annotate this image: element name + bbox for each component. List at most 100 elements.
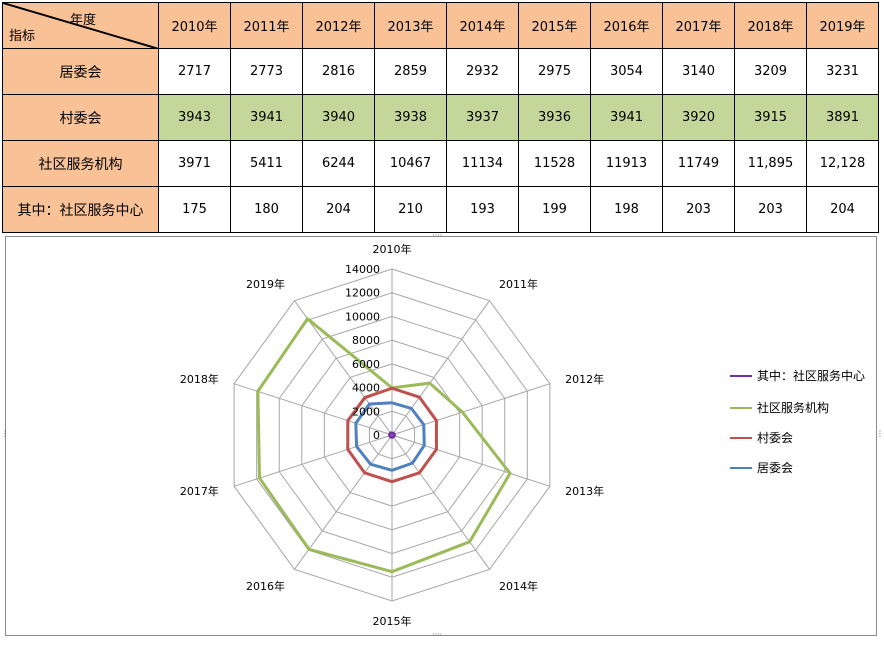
table-cell: 3936 [518, 94, 591, 141]
legend-label: 其中：社区服务中心 [757, 369, 866, 383]
table-cell: 3943 [158, 94, 231, 141]
legend-label: 村委会 [757, 431, 794, 445]
year-header: 2015年 [518, 2, 591, 49]
series-line [256, 317, 512, 574]
year-header: 2019年 [806, 2, 879, 49]
year-header: 2017年 [662, 2, 735, 49]
radar-chart-area[interactable]: 0 2000 4000 6000 8000 10000 12000 14000 2010年 201… [5, 236, 877, 636]
table-cell: 6244 [302, 140, 375, 187]
table-cell: 2975 [518, 48, 591, 95]
table-cell: 3231 [806, 48, 879, 95]
category-label: 2010年 [373, 242, 412, 256]
category-label: 2011年 [499, 277, 538, 291]
table-cell: 210 [374, 186, 447, 233]
r-tick-label: 8000 [352, 334, 380, 347]
category-label: 2016年 [246, 579, 285, 593]
legend-swatch [730, 437, 752, 439]
table-cell: 198 [590, 186, 663, 233]
table-row: 其中：社区服务中心 175 180 204 210 193 199 198 20… [2, 186, 879, 233]
table-cell: 3940 [302, 94, 375, 141]
table-cell: 11134 [446, 140, 519, 187]
year-header: 2013年 [374, 2, 447, 49]
table-cell: 10467 [374, 140, 447, 187]
table-cell: 11913 [590, 140, 663, 187]
legend-swatch [730, 375, 752, 377]
table-cell: 203 [662, 186, 735, 233]
table-cell: 3941 [590, 94, 663, 141]
table-cell: 2773 [230, 48, 303, 95]
legend-label: 社区服务机构 [757, 401, 830, 415]
table-cell: 3941 [230, 94, 303, 141]
year-header: 2010年 [158, 2, 231, 49]
year-header: 2014年 [446, 2, 519, 49]
table-cell: 11528 [518, 140, 591, 187]
series-line [354, 401, 426, 472]
table-header-row: 年度 指标 2010年 2011年 2012年 2013年 2014年 2015… [2, 2, 879, 49]
table-cell: 3938 [374, 94, 447, 141]
r-tick-label: 12000 [345, 287, 380, 300]
year-header: 2012年 [302, 2, 375, 49]
category-label: 2012年 [565, 372, 604, 386]
grid-spoke [391, 383, 551, 436]
series-line [388, 431, 396, 439]
table-cell: 11749 [662, 140, 735, 187]
table-cell: 3915 [734, 94, 807, 141]
table-cell: 180 [230, 186, 303, 233]
resize-handle-bottom[interactable]: ···· [432, 630, 443, 639]
table-cell: 193 [446, 186, 519, 233]
r-tick-label: 6000 [352, 358, 380, 371]
table-cell: 5411 [230, 140, 303, 187]
table-cell: 3937 [446, 94, 519, 141]
legend-swatch [730, 407, 752, 409]
table-cell: 3140 [662, 48, 735, 95]
table-cell: 204 [302, 186, 375, 233]
table-cell: 2932 [446, 48, 519, 95]
table-cell: 2816 [302, 48, 375, 95]
r-tick-label: 0 [373, 429, 380, 442]
table-cell: 199 [518, 186, 591, 233]
year-header: 2016年 [590, 2, 663, 49]
resize-handle-left[interactable]: ⋮ [1, 429, 9, 438]
resize-handle-right[interactable]: ⋮ [876, 429, 884, 438]
r-tick-label: 14000 [345, 263, 380, 276]
radar-chart: 0 2000 4000 6000 8000 10000 12000 14000 2010年 201… [180, 242, 604, 628]
legend-swatch [730, 467, 752, 469]
table-cell: 12,128 [806, 140, 879, 187]
table-row: 社区服务机构 3971 5411 6244 10467 11134 11528 … [2, 140, 879, 187]
table-cell: 204 [806, 186, 879, 233]
grid-spoke [294, 434, 393, 570]
row-label: 居委会 [2, 48, 159, 95]
table-cell: 3054 [590, 48, 663, 95]
grid-spoke [391, 434, 551, 487]
corner-header-cell: 年度 指标 [2, 2, 159, 49]
data-table: 年度 指标 2010年 2011年 2012年 2013年 2014年 2015… [2, 2, 879, 233]
corner-year-label: 年度 [69, 13, 96, 28]
category-label: 2015年 [373, 614, 412, 628]
row-label: 其中：社区服务中心 [2, 186, 159, 233]
grid-spoke [391, 300, 490, 436]
table-cell: 2859 [374, 48, 447, 95]
table-cell: 2717 [158, 48, 231, 95]
table-cell: 203 [734, 186, 807, 233]
series-line [346, 386, 438, 484]
category-label: 2013年 [565, 484, 604, 498]
table-cell: 3920 [662, 94, 735, 141]
table-cell: 3209 [734, 48, 807, 95]
table-cell: 3891 [806, 94, 879, 141]
legend-label: 居委会 [757, 461, 794, 475]
grid-spoke [391, 434, 490, 570]
r-tick-label: 2000 [352, 405, 380, 418]
category-label: 2019年 [246, 277, 285, 291]
category-label: 2017年 [180, 484, 219, 498]
resize-handle-top[interactable]: ···· [432, 231, 443, 240]
corner-indicator-label: 指标 [9, 29, 36, 44]
year-header: 2018年 [734, 2, 807, 49]
row-label: 村委会 [2, 94, 159, 141]
category-label: 2014年 [499, 579, 538, 593]
diagonal-divider [3, 3, 159, 49]
r-tick-label: 4000 [352, 382, 380, 395]
table-row: 村委会 3943 3941 3940 3938 3937 3936 3941 3… [2, 94, 879, 141]
table-cell: 3971 [158, 140, 231, 187]
r-tick-label: 10000 [345, 310, 380, 323]
row-label: 社区服务机构 [2, 140, 159, 187]
